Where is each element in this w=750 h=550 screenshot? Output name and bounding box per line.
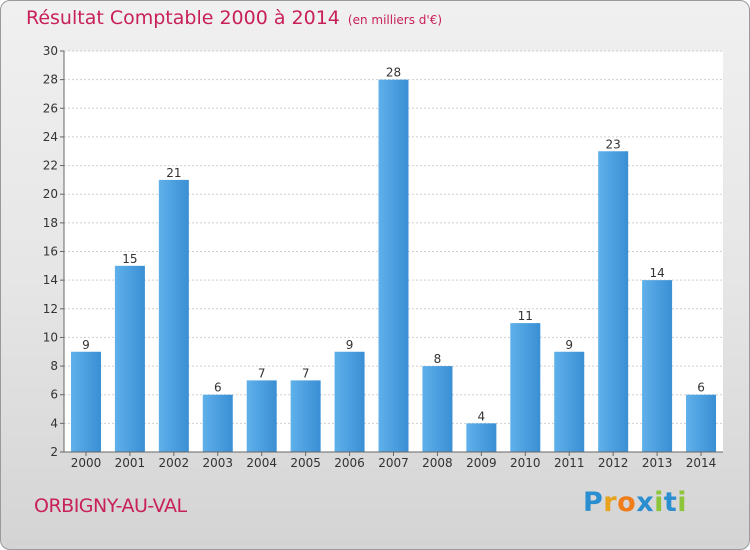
bar-2005 — [290, 380, 321, 452]
x-tick-label-2007: 2007 — [378, 456, 409, 470]
data-label-2002: 21 — [166, 166, 181, 180]
brand-letter: r — [603, 487, 618, 518]
y-tick-label: 10 — [43, 330, 58, 344]
x-tick-label-2009: 2009 — [466, 456, 497, 470]
data-label-2005: 7 — [302, 366, 310, 380]
y-tick-label: 24 — [43, 130, 58, 144]
chart-title: Résultat Comptable 2000 à 2014 — [26, 7, 340, 29]
bar-2004 — [246, 380, 277, 452]
data-label-2012: 23 — [606, 137, 621, 151]
x-tick-label-2010: 2010 — [510, 456, 541, 470]
x-tick-label-2001: 2001 — [115, 456, 146, 470]
y-tick-label: 8 — [50, 359, 58, 373]
bar-2012 — [598, 151, 629, 452]
x-tick-label-2004: 2004 — [246, 456, 277, 470]
proxiti-logo[interactable]: Proxiti — [583, 487, 687, 518]
bar-2008 — [422, 366, 453, 452]
y-tick-label: 12 — [43, 302, 58, 316]
x-tick-label-2006: 2006 — [334, 456, 365, 470]
x-tick-label-2000: 2000 — [71, 456, 102, 470]
bar-2007 — [378, 79, 409, 453]
x-tick-label-2002: 2002 — [159, 456, 190, 470]
title-line: Résultat Comptable 2000 à 2014 (en millie… — [26, 7, 442, 29]
bar-2010 — [510, 323, 541, 452]
y-tick-label: 16 — [43, 245, 58, 259]
x-tick-label-2014: 2014 — [686, 456, 717, 470]
x-tick-label-2013: 2013 — [642, 456, 673, 470]
y-tick-label: 22 — [43, 159, 58, 173]
data-label-2003: 6 — [214, 381, 222, 395]
y-tick-label: 20 — [43, 187, 58, 201]
y-tick-label: 28 — [43, 73, 58, 87]
brand-letter: i — [677, 487, 688, 518]
x-tick-label-2011: 2011 — [554, 456, 585, 470]
data-label-2006: 9 — [346, 338, 354, 352]
bar-2009 — [466, 423, 497, 452]
data-label-2004: 7 — [258, 366, 266, 380]
brand-letter: P — [583, 487, 604, 518]
y-tick-label: 4 — [50, 416, 58, 430]
y-tick-label: 26 — [43, 101, 58, 115]
bar-2006 — [334, 351, 365, 452]
data-label-2010: 11 — [518, 309, 533, 323]
bar-2003 — [202, 394, 233, 452]
y-tick-label: 14 — [43, 273, 58, 287]
data-label-2013: 14 — [649, 266, 664, 280]
data-label-2009: 4 — [478, 409, 486, 423]
y-tick-label: 6 — [50, 388, 58, 402]
brand-letter: i — [654, 487, 664, 518]
x-tick-label-2005: 2005 — [290, 456, 321, 470]
bar-2001 — [114, 265, 145, 452]
data-label-2007: 28 — [386, 66, 401, 80]
data-label-2008: 8 — [434, 352, 442, 366]
bar-layer: 9 15 21 6 7 7 9 28 8 4 11 9 23 14 6 — [70, 66, 717, 453]
x-tick-label-2008: 2008 — [422, 456, 453, 470]
data-label-2001: 15 — [122, 252, 137, 266]
x-tick-label-2003: 2003 — [202, 456, 233, 470]
y-tick-label: 2 — [50, 445, 58, 459]
brand-letter: t — [663, 487, 678, 518]
data-label-2011: 9 — [565, 338, 573, 352]
data-label-2014: 6 — [697, 381, 705, 395]
brand-letter: o — [617, 487, 637, 518]
bar-2013 — [642, 280, 673, 452]
bar-2011 — [554, 351, 585, 452]
chart-subtitle: (en milliers d'€) — [347, 13, 443, 27]
bar-2014 — [686, 394, 717, 452]
bar-2002 — [158, 179, 189, 452]
y-tick-label: 18 — [43, 216, 58, 230]
x-tick-label-2012: 2012 — [598, 456, 629, 470]
data-label-2000: 9 — [82, 338, 90, 352]
y-tick-label: 30 — [43, 44, 58, 58]
commune-name: ORBIGNY-AU-VAL — [34, 495, 187, 517]
bar-2000 — [70, 351, 101, 452]
brand-letter: x — [636, 487, 655, 518]
